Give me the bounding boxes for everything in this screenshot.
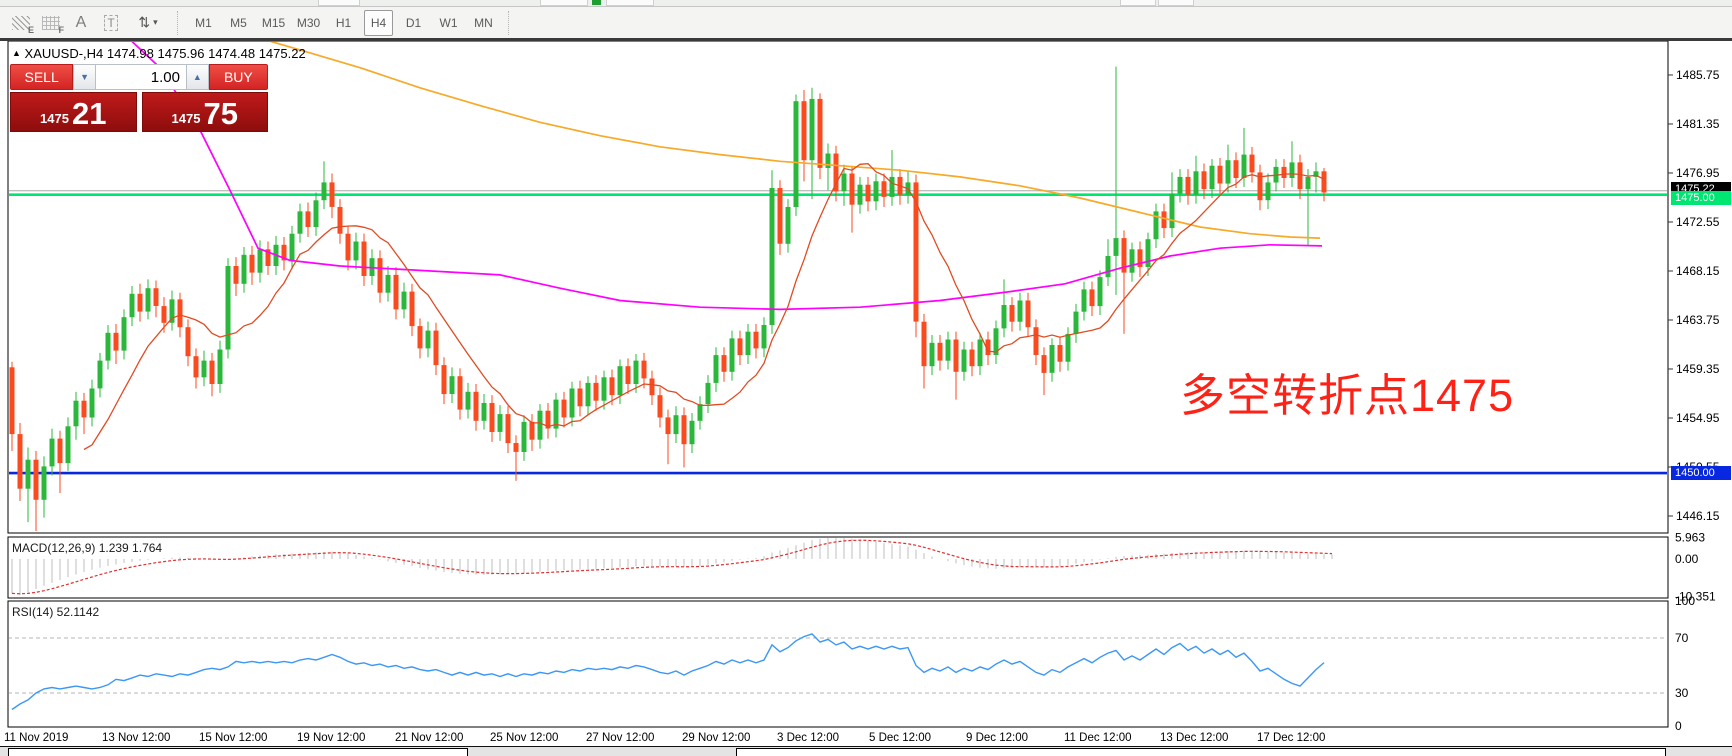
svg-text:5.963: 5.963 [1675, 530, 1705, 544]
svg-text:1481.35: 1481.35 [1676, 117, 1720, 131]
timeframe-mn[interactable]: MN [474, 15, 493, 30]
remnant-button [1120, 0, 1156, 6]
bid-price-label: 1475.22 [1671, 182, 1731, 191]
svg-text:1459.35: 1459.35 [1676, 362, 1720, 376]
buy-price-panel[interactable]: 1475 75 [141, 92, 268, 132]
timeframe-m30[interactable]: M30 [296, 15, 321, 30]
remnant-button [540, 0, 588, 6]
svg-text:11 Nov 2019: 11 Nov 2019 [4, 732, 68, 744]
toolbar-separator [508, 10, 510, 35]
remnant-button [606, 0, 654, 6]
macd-label: MACD(12,26,9) 1.239 1.764 [12, 541, 163, 555]
text-box-icon[interactable]: T [98, 12, 124, 34]
text-label-icon[interactable]: A [75, 13, 87, 31]
blue-hline-price-label: 1450.00 [1671, 466, 1731, 480]
svg-text:1463.75: 1463.75 [1676, 313, 1720, 327]
timeframe-w1[interactable]: W1 [439, 15, 458, 30]
volume-increase-button[interactable]: ▲ [185, 64, 209, 90]
svg-text:0.00: 0.00 [1675, 552, 1699, 566]
chart-window: 1485.75 1481.35 1476.95 1472.55 1468.15 1463.… [0, 41, 1732, 746]
rsi-label: RSI(14) 52.1142 [12, 605, 100, 619]
period-grid-icon[interactable]: F [38, 12, 64, 35]
timeframe-buttons: M1 M5 M15 M30 H1 H4 D1 W1 MN [186, 9, 501, 36]
svg-text:1454.95: 1454.95 [1676, 411, 1720, 425]
one-click-trading-panel: SELL ▼ 1.00 ▲ BUY 1475 21 1475 75 [10, 64, 269, 132]
remnant-window [8, 748, 468, 756]
svg-text:9 Dec 12:00: 9 Dec 12:00 [966, 732, 1028, 744]
chart-annotation-text: 多空转折点1475 [1180, 370, 1515, 421]
remnant-button [1158, 0, 1194, 6]
svg-text:1476.95: 1476.95 [1676, 166, 1720, 180]
remnant-green-icon [592, 0, 601, 5]
svg-text:27 Nov 12:00: 27 Nov 12:00 [586, 732, 654, 744]
svg-text:29 Nov 12:00: 29 Nov 12:00 [682, 732, 750, 744]
svg-text:100: 100 [1675, 594, 1695, 608]
sell-price-panel[interactable]: 1475 21 [10, 92, 137, 132]
remnant-window [736, 748, 1666, 756]
indicators-icon[interactable]: E [8, 12, 34, 35]
svg-text:30: 30 [1675, 686, 1689, 700]
chart-toolbar: E F A T ⇅ ▾ M1 M5 M15 M30 H1 H4 D1 W1 MN [0, 7, 1732, 38]
svg-text:11 Dec 12:00: 11 Dec 12:00 [1064, 732, 1132, 744]
svg-text:21 Nov 12:00: 21 Nov 12:00 [395, 732, 463, 744]
timeframe-d1[interactable]: D1 [405, 15, 422, 30]
buy-button[interactable]: BUY [208, 64, 269, 90]
svg-text:13 Nov 12:00: 13 Nov 12:00 [102, 732, 170, 744]
svg-text:1472.55: 1472.55 [1676, 215, 1720, 229]
timeframe-m15[interactable]: M15 [261, 15, 286, 30]
svg-text:-10.351: -10.351 [1675, 589, 1716, 603]
timeframe-m1[interactable]: M1 [195, 15, 212, 30]
top-remnant-strip [0, 0, 1732, 7]
green-hline-price-label: 1475.00 [1671, 191, 1731, 205]
svg-text:3 Dec 12:00: 3 Dec 12:00 [777, 732, 839, 744]
toolbar-separator [177, 10, 179, 35]
symbol-ohlc-header: ▲ XAUUSD-,H4 1474.98 1475.96 1474.48 147… [12, 46, 306, 61]
svg-text:17 Dec 12:00: 17 Dec 12:00 [1257, 732, 1325, 744]
svg-text:15 Nov 12:00: 15 Nov 12:00 [199, 732, 267, 744]
remnant-button [318, 0, 360, 6]
svg-text:13 Dec 12:00: 13 Dec 12:00 [1160, 732, 1228, 744]
svg-text:70: 70 [1675, 631, 1689, 645]
svg-text:1446.15: 1446.15 [1676, 509, 1720, 523]
svg-text:1485.75: 1485.75 [1676, 68, 1720, 82]
collapse-icon[interactable]: ▲ [12, 48, 21, 58]
svg-text:25 Nov 12:00: 25 Nov 12:00 [490, 732, 558, 744]
price-chart-canvas[interactable]: 1485.75 1481.35 1476.95 1472.55 1468.15 1463.… [0, 41, 1732, 756]
sell-button[interactable]: SELL [10, 64, 74, 90]
bottom-remnant-strip [0, 746, 1732, 756]
volume-input[interactable]: 1.00 [96, 64, 186, 90]
svg-text:5 Dec 12:00: 5 Dec 12:00 [869, 732, 931, 744]
timeframe-h4[interactable]: H4 [364, 9, 393, 36]
timeframe-m5[interactable]: M5 [230, 15, 247, 30]
arrows-dropdown-icon[interactable]: ⇅ ▾ [138, 14, 158, 30]
svg-text:0: 0 [1675, 719, 1682, 733]
toolbar-underline [0, 38, 1732, 41]
svg-text:19 Nov 12:00: 19 Nov 12:00 [297, 732, 365, 744]
timeframe-h1[interactable]: H1 [335, 15, 352, 30]
volume-decrease-button[interactable]: ▼ [73, 64, 96, 90]
svg-text:1468.15: 1468.15 [1676, 264, 1720, 278]
